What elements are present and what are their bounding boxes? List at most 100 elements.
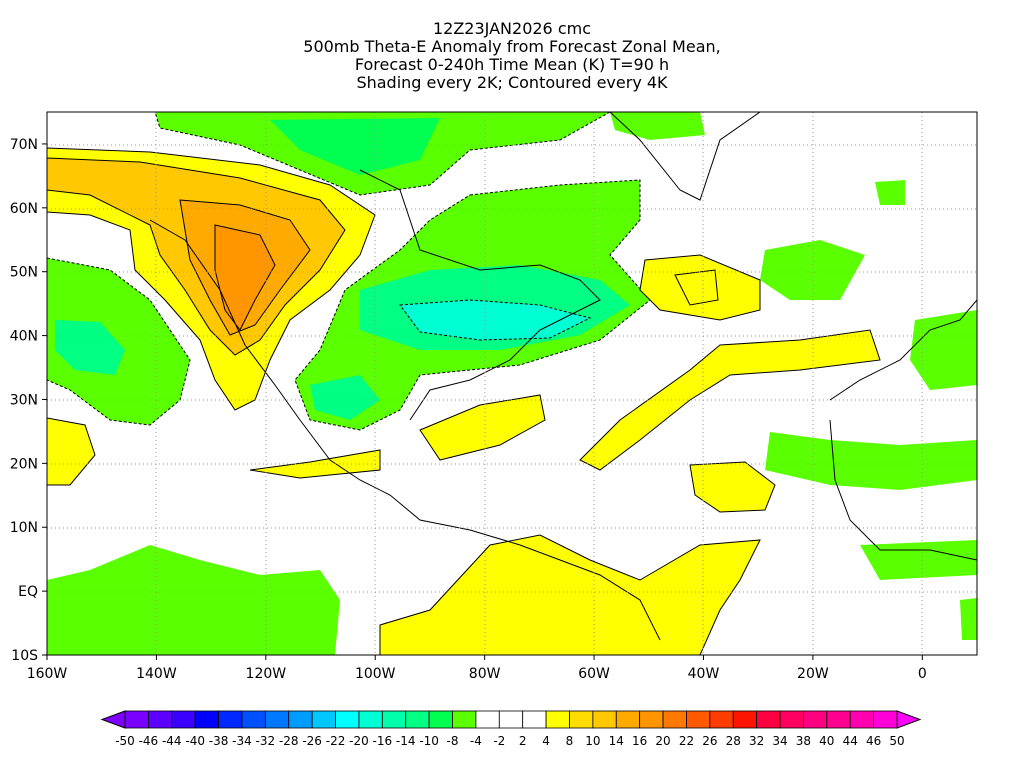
colorbar-label: -28	[279, 734, 299, 748]
colorbar-swatch	[639, 710, 664, 729]
colorbar-swatch	[779, 710, 804, 729]
latitude-label: 20N	[10, 456, 38, 472]
colorbar-label: -40	[185, 734, 205, 748]
colorbar-swatch	[194, 710, 219, 729]
graticule	[47, 112, 977, 655]
colorbar-swatch	[428, 710, 453, 729]
anomaly-region-south-america-positive	[379, 534, 761, 655]
colorbar-label: -46	[139, 734, 159, 748]
colorbar-label: -20	[349, 734, 369, 748]
anomaly-region-caribbean-positive	[249, 394, 546, 479]
longitude-label: 160W	[27, 666, 68, 682]
colorbar-swatch	[545, 710, 570, 729]
colorbar-swatch	[756, 710, 781, 729]
colorbar-label: 32	[749, 734, 764, 748]
latitude-label: 60N	[10, 201, 38, 217]
anomaly-region-eastern-na-core	[399, 299, 592, 341]
colorbar-swatch	[522, 710, 547, 729]
latitude-label: 10N	[10, 520, 38, 536]
longitude-label: 80W	[469, 666, 501, 682]
colorbar-swatch	[264, 710, 290, 729]
anomaly-region-atlantic-positive	[639, 254, 761, 321]
anomaly-region-equatorial-pacific-negative	[47, 540, 977, 655]
anomaly-region-africa-negative	[765, 432, 977, 490]
colorbar-swatch	[405, 710, 430, 729]
colorbar-label: 20	[655, 734, 670, 748]
colorbar-swatch	[218, 710, 243, 729]
colorbar-swatch	[498, 710, 524, 729]
latitude-label: 70N	[10, 137, 38, 153]
title-date: 12Z23JAN2026 cmc	[432, 19, 591, 38]
colorbar-label: 28	[726, 734, 741, 748]
colorbar-label: 10	[585, 734, 600, 748]
anomaly-region-greenland-negative	[610, 112, 977, 390]
colorbar-label: -38	[209, 734, 229, 748]
colorbar-label: 38	[796, 734, 811, 748]
longitude-label: 100W	[355, 666, 396, 682]
colorbar-label: 44	[843, 734, 858, 748]
colorbar-swatch	[381, 710, 407, 729]
colorbar-label: 8	[566, 734, 574, 748]
colorbar-label: 50	[889, 734, 904, 748]
longitude-label: 140W	[136, 666, 177, 682]
colorbar-swatch	[311, 710, 336, 729]
colorbar-label: -22	[326, 734, 346, 748]
colorbar-label: 2	[519, 734, 527, 748]
longitude-label: 40W	[688, 666, 720, 682]
colorbar-swatch	[826, 710, 851, 729]
colorbar-swatch	[686, 710, 711, 729]
anomaly-region-pacific-inner	[55, 320, 125, 375]
colorbar-label: 14	[609, 734, 624, 748]
colorbar-swatch	[475, 710, 500, 729]
colorbar-label: -34	[232, 734, 252, 748]
anomaly-region-atlantic-band-positive	[579, 329, 881, 471]
anomaly-region-western-na-core	[214, 224, 276, 331]
latitude-label: 10S	[11, 648, 38, 664]
colorbar-label: -50	[115, 734, 135, 748]
colorbar-swatch	[873, 710, 898, 729]
anomaly-region-pacific-negative	[47, 257, 191, 426]
longitude-label: 120W	[246, 666, 287, 682]
colorbar-label: -26	[302, 734, 322, 748]
anomaly-region-gulf-negative	[310, 375, 380, 420]
colorbar-label: -8	[447, 734, 459, 748]
latitude-label: EQ	[18, 584, 38, 600]
colorbar-swatch	[615, 710, 641, 729]
colorbar-swatch	[358, 710, 383, 729]
colorbar: -50 -46 -44 -40 -38 -34 -32 -28 -26 -22 -20 -16 -14-…	[100, 710, 922, 748]
colorbar-label: -32	[256, 734, 276, 748]
colorbar-label: -4	[470, 734, 482, 748]
colorbar-swatch	[124, 710, 149, 729]
title-shading: Shading every 2K; Contoured every 4K	[356, 73, 668, 92]
map-frame	[46, 111, 978, 656]
colorbar-swatch	[849, 710, 875, 729]
longitude-label: 20W	[797, 666, 829, 682]
coastlines	[149, 112, 977, 641]
colorbar-label: 46	[866, 734, 881, 748]
anomaly-shading	[47, 112, 977, 655]
colorbar-label: 26	[702, 734, 717, 748]
colorbar-swatch	[241, 710, 266, 729]
colorbar-label: 16	[632, 734, 647, 748]
longitude-label: 0	[918, 666, 927, 682]
latitude-label: 50N	[10, 265, 38, 281]
colorbar-swatch	[803, 710, 828, 729]
colorbar-swatch	[709, 710, 734, 729]
colorbar-high-arrow	[896, 710, 922, 729]
anomaly-region-hawaii-positive	[47, 417, 96, 486]
latitude-labels: 70N 60N 50N 40N 30N 20N 10N EQ 10S	[10, 137, 47, 664]
colorbar-swatch	[732, 710, 758, 729]
colorbar-label: -10	[419, 734, 439, 748]
title-forecast: Forecast 0-240h Time Mean (K) T=90 h	[354, 55, 670, 74]
anomaly-region-africa-positive	[689, 461, 776, 513]
colorbar-label: 40	[819, 734, 834, 748]
latitude-label: 30N	[10, 392, 38, 408]
title-variable: 500mb Theta-E Anomaly from Forecast Zona…	[303, 37, 721, 56]
colorbar-swatch	[288, 710, 313, 729]
colorbar-label: 22	[679, 734, 694, 748]
latitude-label: 40N	[10, 329, 38, 345]
longitude-label: 60W	[578, 666, 610, 682]
anomaly-region-europe-negative	[760, 240, 865, 300]
colorbar-label: -14	[396, 734, 416, 748]
